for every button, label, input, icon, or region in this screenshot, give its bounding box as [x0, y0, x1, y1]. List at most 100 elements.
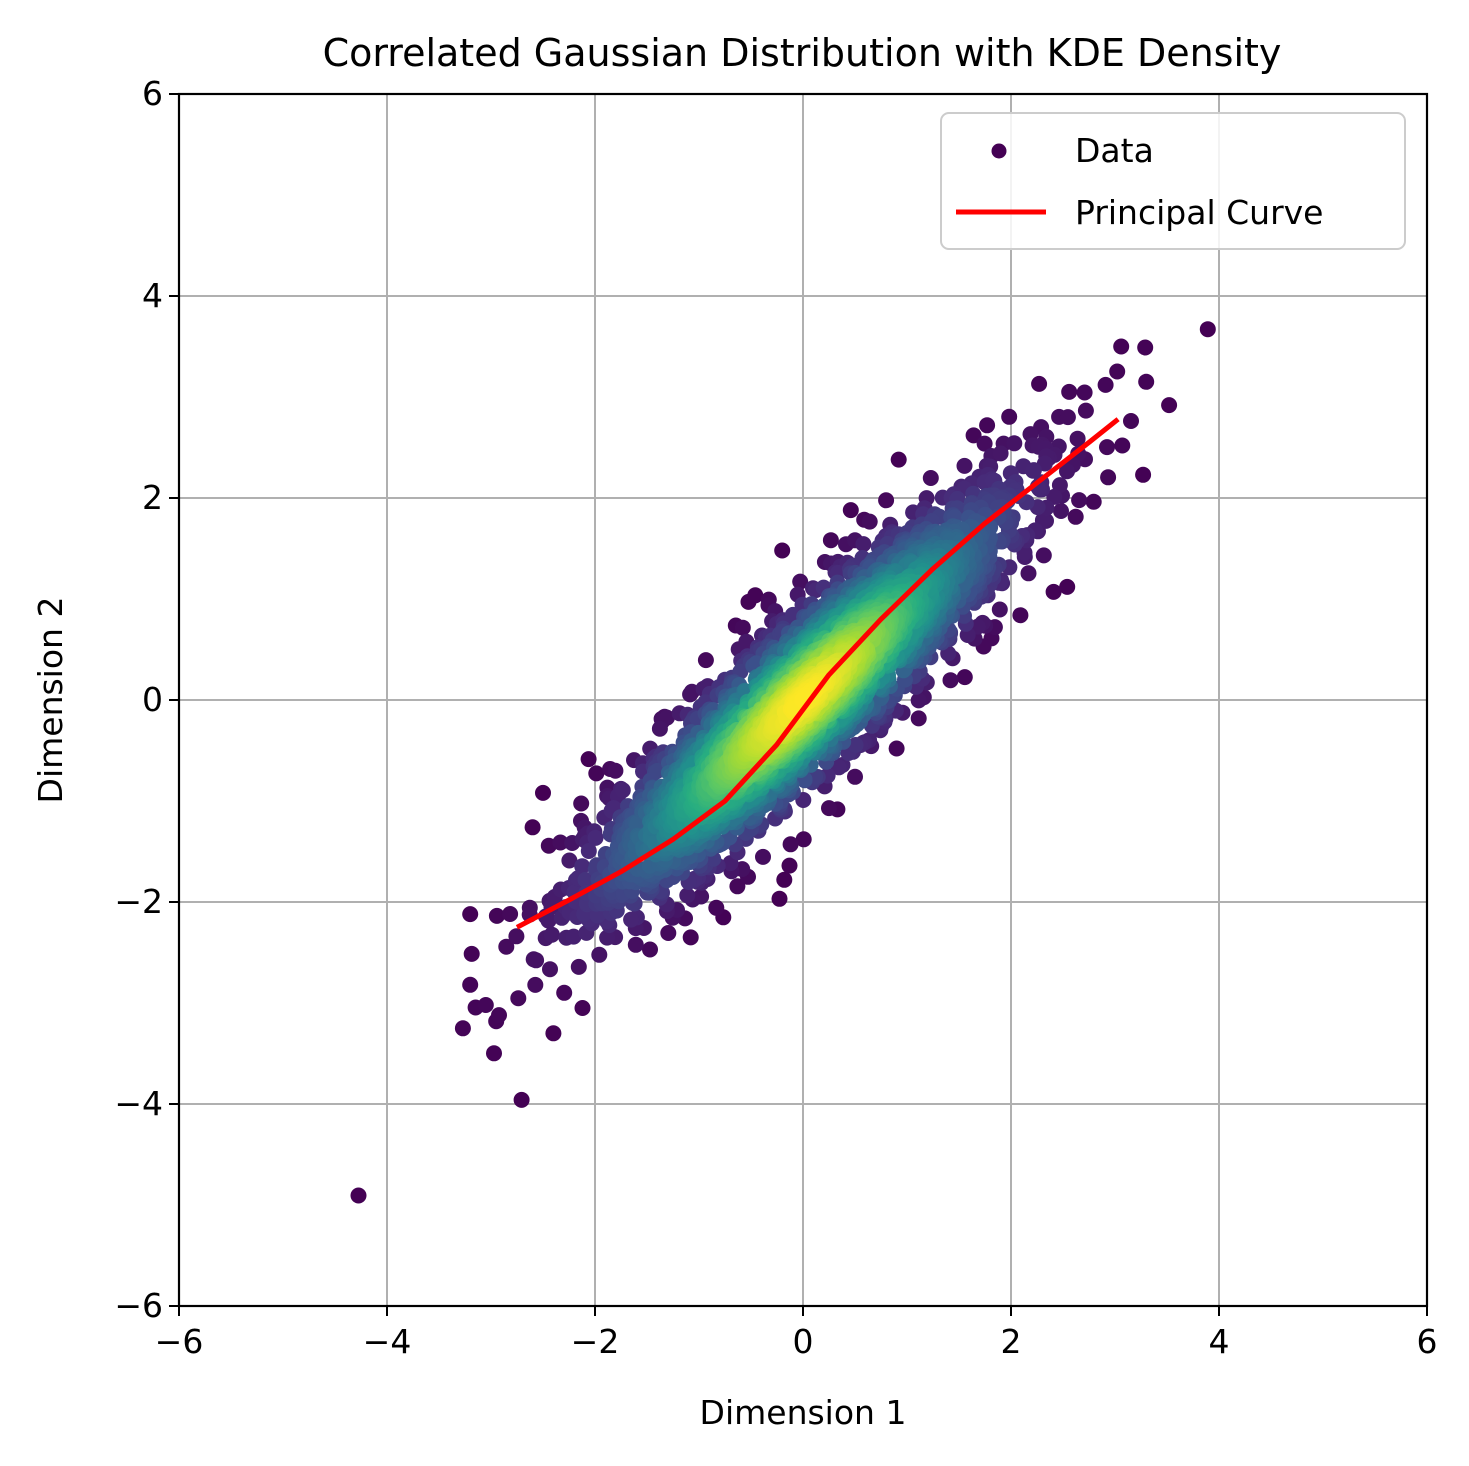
data-point — [527, 976, 544, 993]
data-point — [462, 976, 479, 993]
data-point — [589, 907, 606, 924]
plot-area — [350, 321, 1216, 1204]
y-tick-label: 0 — [142, 680, 163, 719]
data-point — [1061, 383, 1078, 400]
data-point — [556, 984, 573, 1001]
data-point — [976, 435, 993, 452]
data-point — [350, 1187, 367, 1204]
data-point — [1135, 466, 1152, 483]
data-point — [574, 1000, 591, 1016]
data-point — [580, 843, 597, 859]
y-axis-label: Dimension 2 — [31, 597, 70, 804]
data-point — [463, 945, 480, 962]
data-point — [540, 912, 557, 929]
data-point — [510, 990, 527, 1007]
data-point — [1025, 462, 1042, 479]
legend-data-marker — [991, 143, 1007, 159]
data-point — [965, 427, 982, 444]
data-point — [1012, 607, 1029, 624]
principal-curve-line — [515, 417, 1120, 930]
data-point — [502, 906, 519, 922]
data-point — [679, 887, 696, 904]
data-point — [1069, 430, 1086, 447]
principal-curve-layer — [515, 417, 1120, 930]
data-point — [682, 686, 699, 703]
data-point — [1006, 435, 1023, 452]
data-point — [623, 911, 640, 928]
data-point — [591, 946, 608, 963]
data-point — [528, 952, 545, 969]
data-point — [552, 834, 569, 851]
data-point — [565, 928, 582, 945]
data-point — [697, 652, 714, 669]
data-point — [545, 1025, 562, 1042]
x-tick-label: −4 — [363, 1322, 412, 1361]
data-point — [1059, 409, 1076, 426]
data-point — [782, 836, 799, 853]
data-point — [830, 759, 847, 776]
data-point — [486, 1045, 502, 1062]
data-point — [1100, 469, 1117, 486]
data-point — [795, 831, 812, 848]
data-point — [821, 800, 837, 817]
data-point — [535, 784, 551, 801]
y-tick-label: 2 — [142, 478, 163, 517]
data-point — [477, 997, 494, 1013]
data-point — [642, 941, 658, 958]
data-point — [599, 929, 616, 946]
data-point — [855, 536, 872, 553]
data-point — [776, 871, 793, 888]
data-point — [1097, 376, 1114, 393]
data-point — [1059, 578, 1076, 595]
legend: Data Principal Curve — [940, 112, 1406, 250]
data-point — [1123, 413, 1139, 429]
data-point — [1137, 339, 1154, 356]
y-tick-label: −2 — [114, 882, 163, 921]
chart-title: Correlated Gaussian Distribution with KD… — [323, 31, 1282, 75]
data-point — [847, 768, 863, 785]
data-point — [1109, 363, 1126, 380]
x-axis-label: Dimension 1 — [700, 1393, 907, 1432]
data-point — [910, 692, 927, 709]
data-point — [524, 819, 541, 836]
data-point — [755, 848, 771, 865]
data-point — [488, 907, 505, 924]
x-axis-ticks: −6 −4 −2 0 2 4 6 — [155, 1306, 1438, 1361]
x-tick-label: 4 — [1209, 1322, 1230, 1361]
data-point — [1059, 463, 1075, 480]
legend-frame — [940, 112, 1406, 250]
data-point — [822, 532, 839, 549]
data-point — [1161, 397, 1178, 414]
data-point — [570, 958, 587, 975]
data-point — [588, 765, 605, 782]
data-point — [1053, 503, 1069, 519]
data-point — [1138, 373, 1155, 390]
data-point — [682, 929, 699, 946]
data-point — [513, 1091, 530, 1108]
y-tick-label: −6 — [114, 1286, 163, 1325]
y-tick-label: 4 — [142, 276, 163, 315]
data-point — [542, 961, 558, 978]
data-point — [627, 936, 644, 953]
data-point — [1085, 493, 1102, 510]
data-point — [607, 762, 624, 779]
data-point — [491, 1007, 507, 1024]
data-point — [1076, 384, 1093, 401]
data-point — [1067, 508, 1084, 525]
data-point — [1001, 408, 1018, 425]
data-point — [573, 795, 590, 812]
data-point — [992, 445, 1009, 462]
legend-data-label: Data — [1075, 131, 1154, 170]
data-point — [888, 740, 905, 757]
data-point — [842, 502, 859, 519]
data-point — [740, 593, 757, 610]
data-point — [792, 573, 809, 590]
data-point — [1020, 565, 1037, 582]
data-point — [734, 619, 751, 636]
data-point — [1099, 439, 1115, 456]
data-point — [660, 925, 677, 941]
x-tick-label: 0 — [793, 1322, 814, 1361]
data-point — [587, 829, 604, 846]
